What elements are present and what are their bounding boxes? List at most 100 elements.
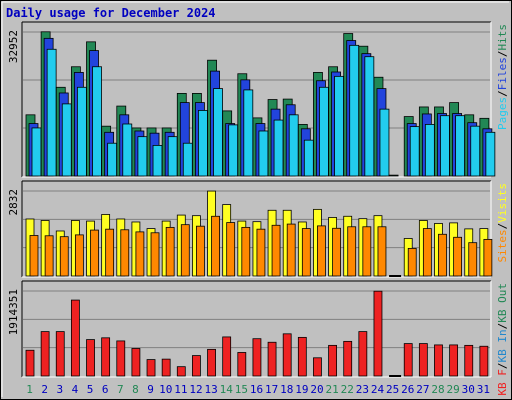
bar-pages xyxy=(31,127,42,177)
x-tick-label: 18 xyxy=(280,383,293,396)
bar-sites xyxy=(407,247,417,277)
bar-sites xyxy=(211,215,220,277)
bar-hits xyxy=(388,174,399,177)
bar-pages xyxy=(455,115,466,177)
legend-entry: Files xyxy=(496,57,509,90)
bar-kb-f xyxy=(358,331,368,377)
legend-entry: Visits xyxy=(496,183,509,223)
x-tick-label: 1 xyxy=(26,383,33,396)
bar-pages xyxy=(213,88,223,177)
bar-visits-zero xyxy=(389,275,402,277)
legend-entry: / xyxy=(496,323,509,330)
bar-pages xyxy=(288,114,299,177)
bar-sites xyxy=(332,227,341,277)
bar-kb-f xyxy=(464,344,474,377)
bar-sites xyxy=(120,229,130,277)
x-tick-label: 28 xyxy=(431,383,444,396)
bar-kb-f xyxy=(267,341,277,377)
x-tick-label: 6 xyxy=(102,383,109,396)
bar-sites xyxy=(317,225,326,277)
bar-kb-f xyxy=(252,338,262,377)
bar-pages xyxy=(273,119,284,177)
x-tick-label: 19 xyxy=(295,383,308,396)
bar-pages xyxy=(76,86,87,177)
x-tick-label: 22 xyxy=(341,383,354,396)
bar-sites xyxy=(468,242,478,277)
bar-pages xyxy=(46,48,57,177)
bar-kb-f xyxy=(101,337,111,377)
bar-pages xyxy=(107,142,118,177)
legend-entry: / xyxy=(496,90,509,97)
bar-kb-f xyxy=(40,331,50,377)
bar-pages xyxy=(137,136,148,177)
x-tick-label: 3 xyxy=(57,383,64,396)
bar-pages xyxy=(198,110,208,177)
bar-pages xyxy=(485,131,496,177)
bar-kb-f xyxy=(403,343,413,377)
bar-kb-f xyxy=(146,359,156,377)
x-tick-label: 14 xyxy=(220,383,234,396)
bar-pages xyxy=(334,75,344,177)
legend-entry: Hits xyxy=(496,24,509,51)
bar-kb-f xyxy=(343,340,353,377)
legend-entry: KB In xyxy=(496,329,509,362)
bar-sites xyxy=(59,236,69,277)
bar-kb-f xyxy=(237,352,247,377)
x-tick-label: 26 xyxy=(401,383,414,396)
bar-sites xyxy=(105,228,115,277)
x-tick-label: 2 xyxy=(41,383,48,396)
bar-kb-f xyxy=(116,340,126,377)
x-tick-label: 21 xyxy=(326,383,339,396)
chart-title: Daily usage for December 2024 xyxy=(6,6,216,20)
bar-kb-f xyxy=(192,355,201,377)
x-tick-label: 11 xyxy=(174,383,187,396)
bar-kb-f xyxy=(479,345,489,377)
bar-sites xyxy=(44,235,54,277)
x-tick-label: 8 xyxy=(132,383,139,396)
bar-kb-f xyxy=(449,344,459,377)
bar-pages xyxy=(152,145,163,177)
bar-kb-f xyxy=(70,299,80,377)
bar-pages xyxy=(409,126,420,177)
legend-entry: / xyxy=(496,223,509,230)
legend-entry: KB F xyxy=(496,369,509,396)
x-tick-label: 15 xyxy=(235,383,248,396)
bar-pages xyxy=(303,139,314,177)
bar-sites xyxy=(256,228,266,277)
bar-pages xyxy=(349,44,360,177)
bar-kb-f xyxy=(418,343,428,377)
bar-pages xyxy=(182,142,193,177)
x-tick-label: 23 xyxy=(356,383,369,396)
panel-visits-sites-legend: Sites/Visits xyxy=(496,183,509,263)
bar-sites xyxy=(74,234,84,277)
bar-sites xyxy=(226,222,236,277)
bar-kb-f xyxy=(373,290,383,377)
bar-kb-f xyxy=(86,339,95,377)
panel-visits-sites-max-label: 2832 xyxy=(7,189,20,216)
x-tick-label: 4 xyxy=(72,383,79,396)
x-tick-label: 16 xyxy=(250,383,263,396)
bar-pages xyxy=(92,66,102,177)
bar-sites xyxy=(135,231,145,277)
x-tick-label: 12 xyxy=(189,383,202,396)
legend-entry: / xyxy=(496,363,509,370)
panel-kbytes-max-label: 1914351 xyxy=(7,289,20,335)
bar-pages xyxy=(258,130,269,177)
bar-kb-f xyxy=(55,331,65,377)
bar-sites xyxy=(90,229,99,277)
bar-pages xyxy=(440,115,450,177)
bar-sites xyxy=(180,224,190,277)
x-tick-label: 24 xyxy=(371,383,385,396)
bar-kb-f xyxy=(25,349,35,377)
bar-kb-f xyxy=(176,366,186,377)
bar-sites xyxy=(241,226,251,277)
x-tick-label: 30 xyxy=(462,383,475,396)
bar-sites xyxy=(362,226,372,277)
bar-kb-f xyxy=(207,348,216,377)
bar-pages xyxy=(61,103,72,177)
bar-kb-f xyxy=(434,344,443,377)
bar-sites xyxy=(453,236,463,277)
bar-pages xyxy=(122,123,133,177)
legend-entry: / xyxy=(496,51,509,58)
